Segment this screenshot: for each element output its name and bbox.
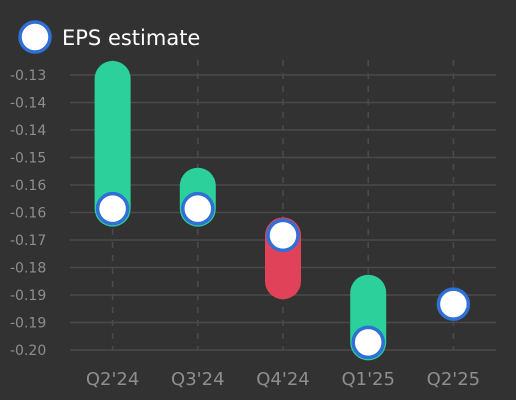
estimate-marker xyxy=(181,191,215,226)
y-tick-label: -0.20 xyxy=(10,343,46,359)
x-tick-label: Q2'24 xyxy=(86,369,139,390)
y-tick-label: -0.16 xyxy=(10,206,46,222)
y-tick-label: -0.19 xyxy=(10,288,46,304)
legend[interactable]: EPS estimate xyxy=(18,20,200,54)
legend-label: EPS estimate xyxy=(62,26,200,50)
y-tick-label: -0.17 xyxy=(10,233,46,249)
legend-marker-icon xyxy=(18,20,52,54)
x-tick-label: Q3'24 xyxy=(171,369,224,390)
estimate-marker xyxy=(95,191,130,226)
grid xyxy=(70,60,496,351)
markers xyxy=(95,191,471,360)
x-tick-label: Q4'24 xyxy=(256,369,309,390)
estimate-marker xyxy=(351,325,385,360)
y-tick-label: -0.19 xyxy=(10,316,46,332)
estimate-marker xyxy=(266,218,300,253)
y-tick-label: -0.16 xyxy=(10,178,46,194)
estimate-marker xyxy=(436,287,471,321)
y-tick-label: -0.15 xyxy=(10,151,46,167)
y-tick-label: -0.14 xyxy=(10,123,46,139)
y-tick-label: -0.13 xyxy=(10,68,46,84)
y-axis-ticks: -0.13 -0.14 -0.14 -0.15 -0.16 -0.16 -0.17 -0.18… xyxy=(10,68,46,359)
y-tick-label: -0.18 xyxy=(10,261,46,277)
bars xyxy=(94,60,387,361)
x-tick-label: Q2'25 xyxy=(427,369,480,390)
y-tick-label: -0.14 xyxy=(10,96,46,112)
x-tick-label: Q1'25 xyxy=(341,369,394,390)
x-axis-ticks: Q2'24 Q3'24 Q4'24 Q1'25 Q2'25 xyxy=(86,369,480,390)
result-bar xyxy=(94,60,131,227)
